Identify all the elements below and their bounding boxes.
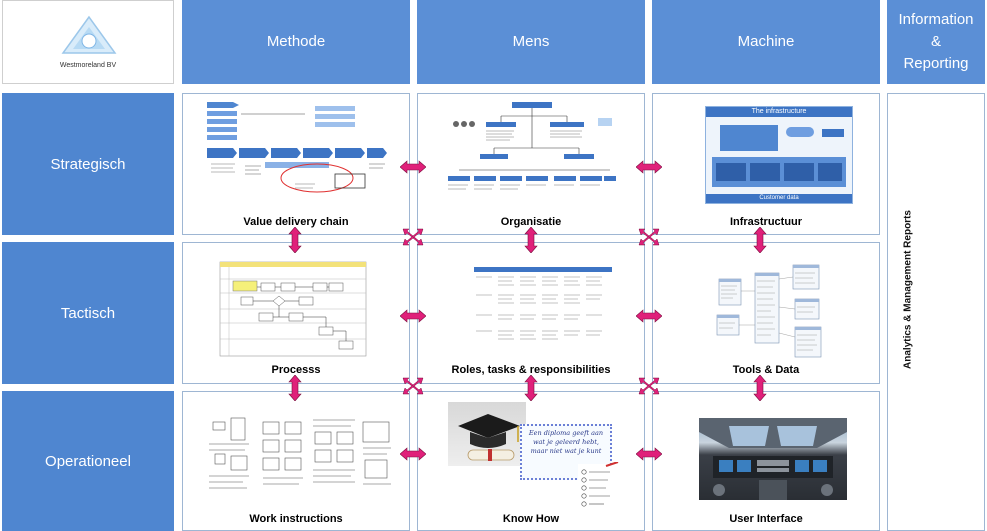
- cell-value-delivery-chain: Value delivery chain: [182, 93, 410, 235]
- cell-user-interface: User Interface: [652, 391, 880, 531]
- value-chain-thumbnail: [207, 102, 387, 193]
- arrow-x-r1-left: [402, 228, 424, 246]
- header-info-line-2: &: [930, 33, 941, 50]
- infra-bottom: Customer data: [706, 194, 852, 203]
- arrow-h-r3-left: [400, 447, 426, 461]
- work-instructions-thumbnail: [209, 417, 391, 489]
- cell-know-how: Een diploma geeft aan wat je geleerd heb…: [417, 391, 645, 531]
- row-strategisch: Strategisch: [2, 93, 174, 235]
- infra-title: The infrastructure: [706, 107, 852, 117]
- company-logo-icon: [61, 15, 117, 54]
- infra-block-5: [716, 163, 746, 181]
- header-information-reporting: Information & Reporting: [887, 0, 985, 84]
- header-methode: Methode: [182, 0, 410, 84]
- infra-block-2: [786, 127, 814, 137]
- arrow-v-c2-top: [524, 227, 538, 253]
- raci-table-thumbnail: [474, 267, 612, 340]
- caption-value-delivery-chain: Value delivery chain: [243, 216, 349, 228]
- infra-block-7: [784, 163, 814, 181]
- arrow-h-r1-left: [400, 160, 426, 174]
- diploma-text: Een diploma geeft aan wat je geleerd heb…: [528, 429, 604, 455]
- infra-block-1: [720, 125, 778, 151]
- cell-tools-data: Tools & Data: [652, 242, 880, 384]
- caption-work-instructions: Work instructions: [249, 513, 343, 525]
- arrow-h-r1-right: [636, 160, 662, 174]
- analytics-label: Analytics & Management Reports: [902, 210, 914, 369]
- arrow-v-c1-top: [288, 227, 302, 253]
- header-machine: Machine: [652, 0, 880, 84]
- arrow-v-c3-top: [753, 227, 767, 253]
- caption-know-how: Know How: [502, 513, 560, 525]
- infra-block-3: [822, 129, 844, 137]
- arrow-h-r2-left: [400, 309, 426, 323]
- arrow-x-r2-right: [638, 377, 660, 395]
- arrow-v-c3-bottom: [753, 375, 767, 401]
- process-thumbnail: [219, 261, 367, 357]
- cell-work-instructions: Work instructions: [182, 391, 410, 531]
- analytics-panel: Analytics & Management Reports: [887, 93, 985, 531]
- company-name: Westmoreland BV: [59, 62, 117, 69]
- cell-processs: Processs: [182, 242, 410, 384]
- caption-organisatie: Organisatie: [500, 216, 562, 228]
- cockpit-image: [699, 418, 847, 500]
- row-tactisch: Tactisch: [2, 242, 174, 384]
- cell-organisatie: Organisatie: [417, 93, 645, 235]
- cockpit-panel-icon: [699, 418, 847, 500]
- cell-infrastructuur: The infrastructure Customer data Infrast…: [652, 93, 880, 235]
- arrow-v-c2-bottom: [524, 375, 538, 401]
- arrow-h-r2-right: [636, 309, 662, 323]
- data-model-thumbnail: [716, 264, 822, 358]
- caption-processs: Processs: [271, 364, 321, 376]
- row-operationeel: Operationeel: [2, 391, 174, 531]
- arrow-h-r3-right: [636, 447, 662, 461]
- arrow-v-c1-bottom: [288, 375, 302, 401]
- caption-infrastructuur: Infrastructuur: [729, 216, 803, 228]
- header-mens: Mens: [417, 0, 645, 84]
- caption-user-interface: User Interface: [729, 513, 803, 525]
- caption-tools-data: Tools & Data: [732, 364, 800, 376]
- org-chart-thumbnail: [448, 102, 616, 190]
- cell-roles-tasks: Roles, tasks & responsibilities: [417, 242, 645, 384]
- logo-box: Westmoreland BV: [2, 0, 174, 84]
- graduation-cap-icon: [458, 414, 520, 461]
- header-info-line-1: Information: [898, 11, 974, 28]
- checklist-icon: [578, 462, 620, 508]
- infra-block-8: [818, 163, 842, 181]
- graduation-image: [448, 402, 526, 466]
- infrastructure-thumbnail: The infrastructure Customer data: [705, 106, 853, 204]
- header-info-line-3: Reporting: [903, 55, 969, 72]
- arrow-x-r2-left: [402, 377, 424, 395]
- arrow-x-r1-right: [638, 228, 660, 246]
- infra-block-6: [750, 163, 780, 181]
- caption-roles-tasks: Roles, tasks & responsibilities: [451, 364, 611, 376]
